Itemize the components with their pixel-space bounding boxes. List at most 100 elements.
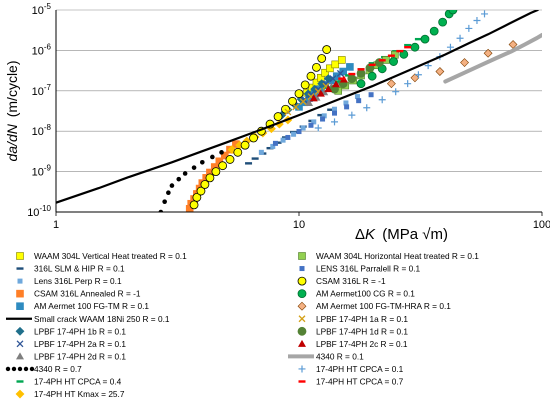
- legend-entry: Small crack WAAM 18Ni 250 R = 0.1: [6, 314, 170, 324]
- legend-swatch: [16, 302, 24, 311]
- data-point: [483, 48, 493, 58]
- legend-label: 17-4PH HT CPCA = 0.1: [316, 364, 404, 374]
- legend-swatch: [298, 365, 306, 373]
- data-point: [392, 88, 400, 96]
- legend-swatch: [17, 278, 23, 284]
- data-point: [166, 190, 171, 196]
- data-point: [460, 58, 469, 67]
- legend-label: LPBF 17-4PH 2d R = 0.1: [34, 351, 126, 361]
- legend-entry: 17-4PH HT CPCA = 0.1: [298, 364, 404, 374]
- data-point: [211, 167, 221, 177]
- legend-entry: 316L SLM & HIP R = 0.1: [16, 264, 125, 274]
- y-axis-label-var: da/dN: [4, 123, 20, 161]
- data-point: [288, 96, 297, 106]
- data-point: [233, 147, 243, 157]
- data-point: [331, 118, 339, 126]
- data-point: [357, 68, 365, 71]
- data-point: [270, 143, 276, 149]
- y-tick-label: 10-7: [32, 83, 52, 98]
- legend-entry: AM Aermet 100 FG-TM-HRA R = 0.1: [297, 301, 451, 311]
- data-point: [414, 37, 422, 41]
- data-point: [309, 94, 318, 102]
- data-point: [389, 57, 398, 66]
- data-point: [284, 108, 292, 116]
- legend-entry: WAAM 304L Horizontal Heat treated R = 0.…: [298, 251, 479, 261]
- data-point: [481, 10, 489, 18]
- series-7: [300, 69, 344, 104]
- data-point: [158, 209, 164, 212]
- x-axis-label: ΔK (MPa √m): [355, 226, 448, 243]
- data-point: [316, 89, 325, 97]
- data-point: [205, 173, 215, 183]
- data-point: [331, 60, 340, 69]
- data-point: [378, 59, 386, 62]
- data-point: [305, 98, 314, 106]
- data-point: [266, 146, 274, 150]
- legend-swatch: [298, 339, 306, 347]
- legend-swatch: [16, 352, 24, 360]
- data-point: [347, 74, 357, 84]
- x-axis-label-prefix: Δ: [355, 226, 365, 243]
- data-point: [210, 154, 215, 160]
- data-point: [240, 140, 250, 150]
- legend-entry: LPBF 17-4PH 1d R = 0.1: [297, 326, 408, 336]
- x-tick-labels: 1 10 100: [53, 219, 550, 231]
- data-point: [346, 63, 354, 71]
- data-point: [438, 17, 448, 27]
- data-point: [343, 100, 349, 106]
- legend-label: 17-4PH HT Kmax = 25.7: [34, 389, 125, 399]
- data-point: [473, 16, 481, 24]
- data-point: [245, 162, 253, 165]
- data-point: [404, 43, 412, 47]
- data-point: [332, 106, 338, 112]
- legend-label: LENS 316L Parralell R = 0.1: [316, 264, 421, 274]
- data-point: [227, 145, 237, 155]
- legend-label: WAAM 304L Vertical Heat treated R = 0.1: [34, 251, 187, 261]
- data-point: [321, 113, 327, 119]
- data-point: [356, 68, 366, 78]
- legend-entry: LPBF 17-4PH 2d R = 0.1: [16, 351, 126, 361]
- legend-entry: 4340 R = 0.1: [288, 351, 364, 361]
- data-point: [306, 71, 316, 81]
- legend-label: LPBF 17-4PH 1a R = 0.1: [316, 314, 408, 324]
- data-point: [169, 183, 175, 188]
- data-point: [410, 73, 420, 83]
- data-point: [272, 140, 278, 146]
- data-point: [314, 124, 322, 132]
- data-point: [404, 46, 412, 49]
- data-point: [356, 98, 362, 104]
- x-axis-label-unit: (MPa √m): [382, 226, 448, 243]
- data-point: [192, 192, 202, 202]
- legend-label: LPBF 17-4PH 2a R = 0.1: [34, 339, 126, 349]
- data-point: [191, 165, 197, 170]
- legend-entry: 4340 R = 0.7: [5, 364, 82, 374]
- data-point: [332, 80, 341, 88]
- data-point: [344, 104, 350, 110]
- y-tick-label: 10-10: [27, 204, 51, 219]
- legend-entry: LPBF 17-4PH 2c R = 0.1: [298, 339, 408, 349]
- x-tick-label: 100: [533, 219, 550, 231]
- series-line: [56, 10, 539, 204]
- data-point: [378, 96, 386, 104]
- data-point: [345, 74, 353, 77]
- legend-swatch: [16, 380, 24, 383]
- series-19: [309, 75, 348, 102]
- y-tick-label: 10-5: [32, 2, 52, 17]
- data-point: [367, 71, 377, 81]
- legend-entry: CSAM 316L Annealed R = -1: [16, 289, 141, 299]
- data-point: [162, 199, 167, 204]
- legend-entry: 17-4PH HT Kmax = 25.7: [15, 389, 125, 399]
- legend-label: 17-4PH HT CPCA = 0.4: [34, 377, 122, 387]
- data-point: [326, 64, 334, 73]
- legend-entry: 17-4PH HT CPCA = 0.4: [16, 377, 122, 387]
- legend-swatch: [299, 266, 305, 272]
- legend-label: 4340 R = 0.1: [316, 351, 364, 361]
- data-point: [218, 161, 228, 171]
- series-16: [386, 40, 518, 89]
- data-point: [435, 67, 445, 76]
- data-point: [368, 92, 374, 98]
- legend-entry: LPBF 17-4PH 1a R = 0.1: [298, 314, 408, 324]
- series-13: [272, 92, 374, 146]
- legend-swatch: [15, 389, 25, 399]
